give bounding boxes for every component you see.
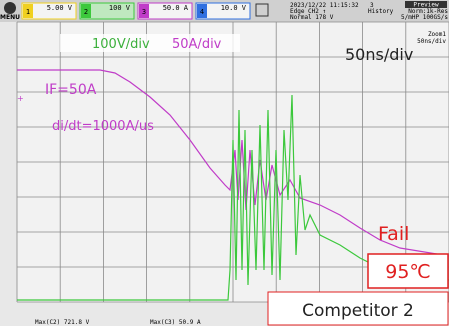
marker: + <box>17 94 24 103</box>
channel-number[interactable]: 4 <box>200 8 204 16</box>
channel-scale[interactable]: 50.0 A <box>163 4 189 12</box>
zoom-label: Zoom1 <box>428 31 446 38</box>
trigger-mode: Normal 178 V <box>290 14 334 21</box>
measurement: Max(C3) 50.9 A <box>150 319 201 326</box>
channel-number[interactable]: 3 <box>142 8 146 16</box>
result: Fail <box>378 223 409 245</box>
time-scale: 50ns/div <box>345 45 413 64</box>
current-scale: 50A/div <box>172 37 222 52</box>
menu-label[interactable]: MENU <box>0 14 20 21</box>
forward-current: IF=50A <box>45 82 97 98</box>
menu-icon[interactable] <box>4 2 16 14</box>
voltage-scale: 100V/div <box>92 37 150 52</box>
channel-scale[interactable]: 10.0 V <box>221 4 247 12</box>
channel-scale[interactable]: 5.00 V <box>47 4 73 12</box>
sample-rate: 5/mHP 100GS/s <box>401 14 448 21</box>
history[interactable]: History <box>368 8 394 15</box>
di-dt: di/dt=1000A/us <box>52 119 154 134</box>
channel-number[interactable]: 1 <box>26 8 30 16</box>
device: Competitor 2 <box>302 301 414 321</box>
measurement: Max(C2) 721.8 V <box>35 319 90 326</box>
channel-number[interactable]: 2 <box>84 8 88 16</box>
channel-scale[interactable]: 100 V <box>109 4 131 12</box>
oscilloscope-screen: MENU 15.00 V2100 V350.0 A410.0 V 2023/12… <box>0 0 449 326</box>
page: MENU 15.00 V2100 V350.0 A410.0 V 2023/12… <box>0 0 449 326</box>
temperature: 95℃ <box>385 261 431 283</box>
zoom-scale: 50ns/div <box>417 38 446 45</box>
